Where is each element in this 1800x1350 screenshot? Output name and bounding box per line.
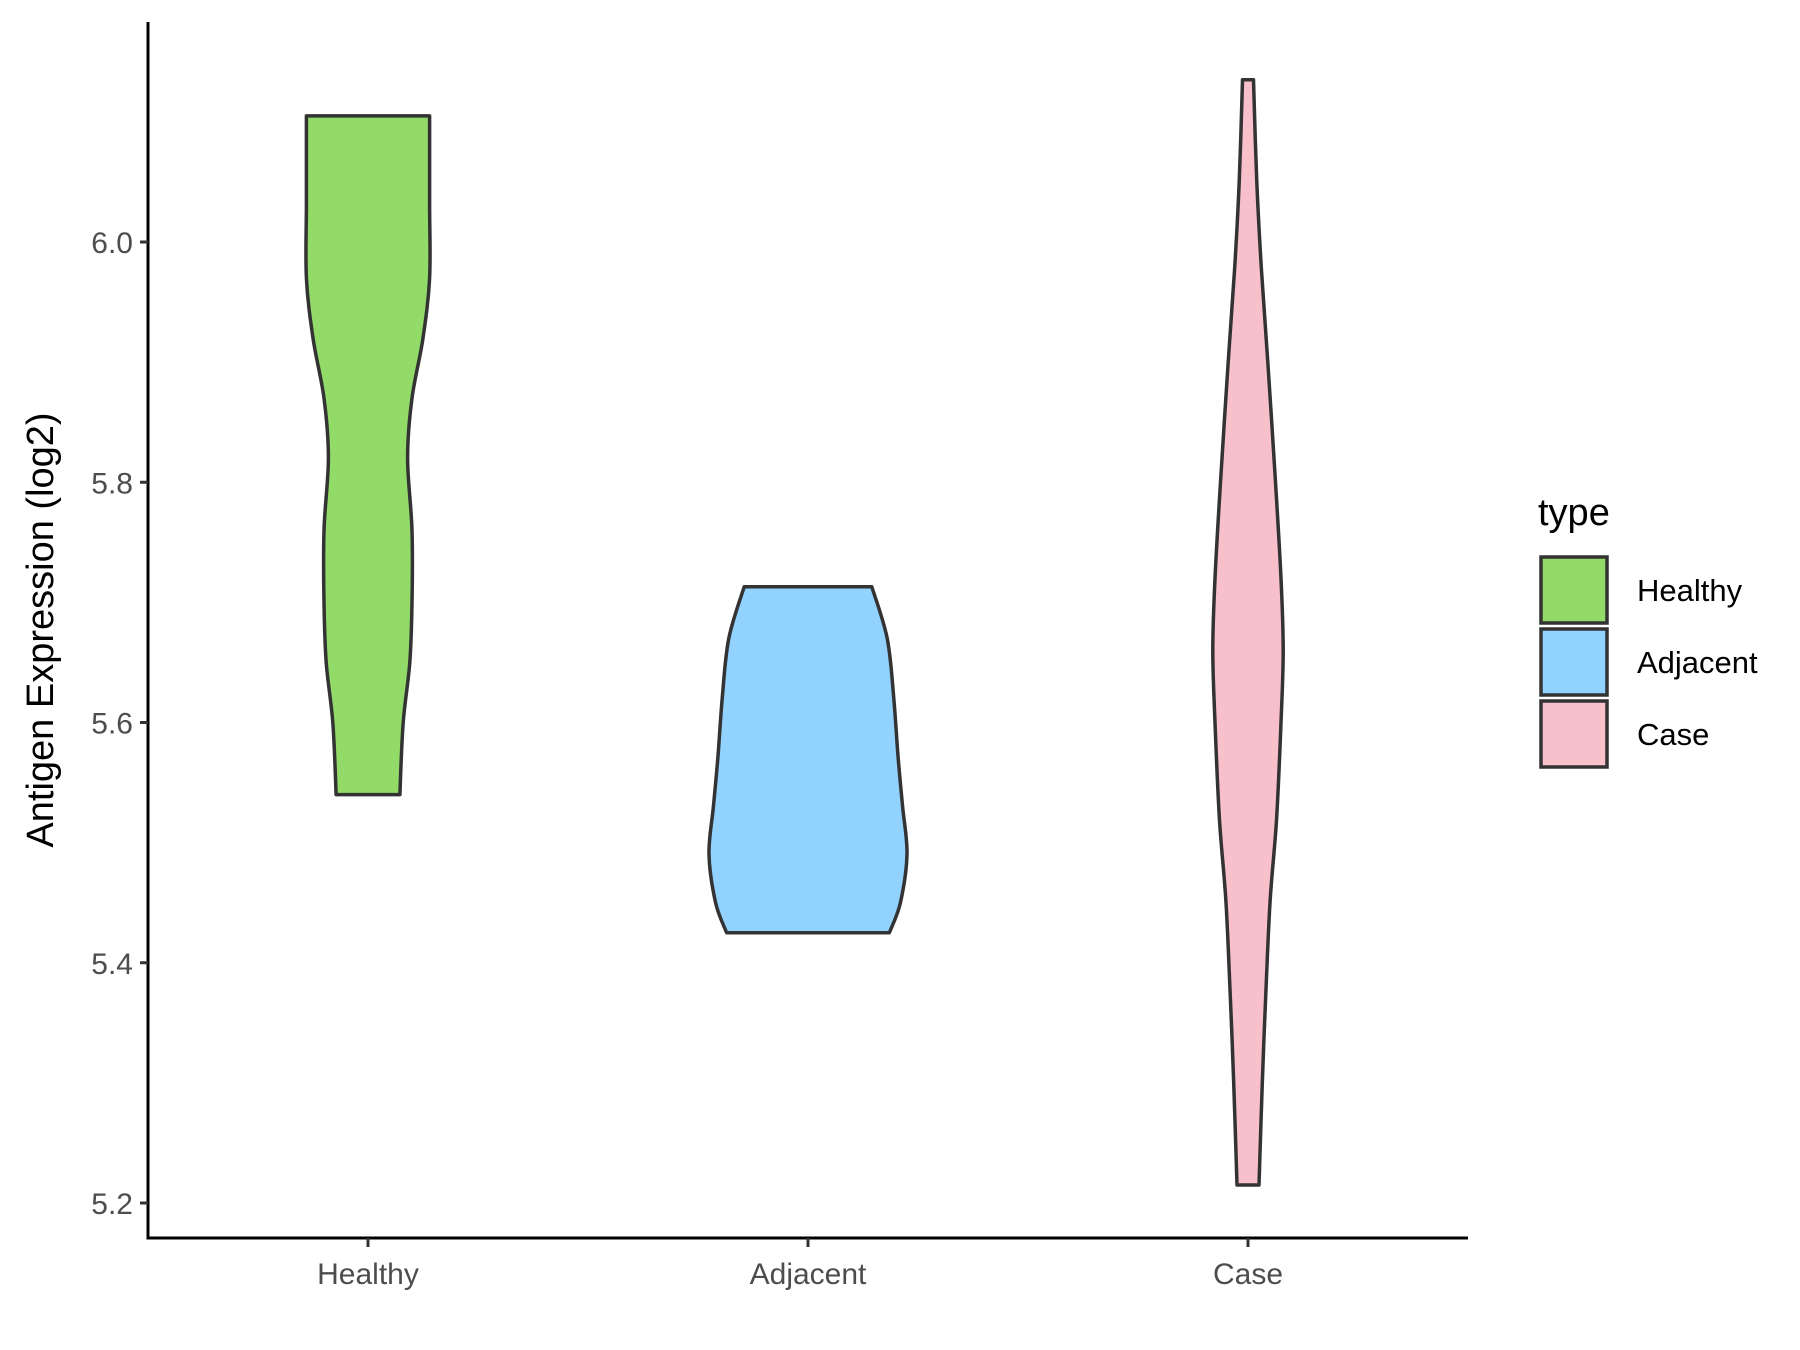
legend-label-adjacent: Adjacent bbox=[1637, 645, 1758, 680]
y-ticks: 5.2 5.4 5.6 5.8 6.0 bbox=[91, 227, 148, 1221]
violins-layer bbox=[304, 78, 1285, 1187]
x-ticks: Healthy Adjacent Case bbox=[317, 1238, 1283, 1291]
violin-adjacent bbox=[707, 585, 909, 935]
legend-title: type bbox=[1538, 492, 1610, 534]
y-tick-label: 5.8 bbox=[91, 467, 133, 500]
legend-swatch-adjacent bbox=[1539, 627, 1609, 697]
legend-label-healthy: Healthy bbox=[1637, 573, 1743, 608]
y-tick-label: 5.4 bbox=[91, 948, 133, 981]
y-axis-title: Antigen Expression (log2) bbox=[20, 412, 62, 847]
y-tick-label: 6.0 bbox=[91, 227, 133, 260]
legend: Healthy Adjacent Case bbox=[1539, 555, 1758, 769]
y-tick-label: 5.6 bbox=[91, 708, 133, 741]
x-tick-label-adjacent: Adjacent bbox=[750, 1258, 867, 1291]
legend-swatch-case bbox=[1539, 699, 1609, 769]
legend-label-case: Case bbox=[1637, 717, 1709, 752]
legend-swatch-healthy bbox=[1539, 555, 1609, 625]
x-tick-label-case: Case bbox=[1213, 1258, 1283, 1291]
violin-case bbox=[1211, 78, 1285, 1187]
x-tick-label-healthy: Healthy bbox=[317, 1258, 419, 1291]
y-tick-label: 5.2 bbox=[91, 1188, 133, 1221]
violin-healthy bbox=[304, 114, 432, 797]
